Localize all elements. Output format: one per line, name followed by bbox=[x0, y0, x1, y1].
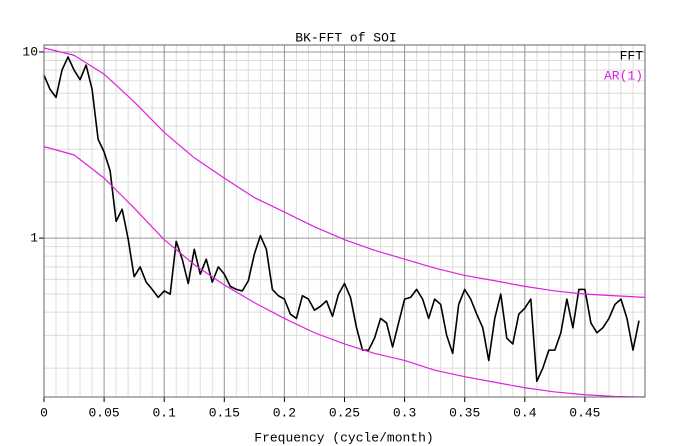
x-tick-label: 0.2 bbox=[273, 405, 296, 420]
grid bbox=[39, 45, 646, 402]
x-tick-label: 0.1 bbox=[152, 405, 176, 420]
x-tick-label: 0.45 bbox=[569, 405, 600, 420]
data-line bbox=[43, 56, 640, 383]
x-tick-label: 0.25 bbox=[329, 405, 360, 420]
y-tick-label: 10 bbox=[22, 44, 38, 59]
x-tick-label: 0.4 bbox=[513, 405, 537, 420]
x-tick-label: 0.35 bbox=[449, 405, 480, 420]
legend-entry: AR(1) bbox=[604, 68, 643, 83]
data-line bbox=[43, 146, 646, 398]
chart-title: BK-FFT of SOI bbox=[295, 30, 396, 45]
legend-entry: FFT bbox=[620, 48, 644, 63]
x-axis-label: Frequency (cycle/month) bbox=[254, 430, 433, 445]
x-tick-label: 0.15 bbox=[209, 405, 240, 420]
plot-frame bbox=[43, 44, 646, 398]
plot bbox=[43, 47, 646, 398]
x-tick-label: 0.05 bbox=[88, 405, 119, 420]
x-tick-label: 0.3 bbox=[393, 405, 416, 420]
data-line bbox=[43, 47, 646, 299]
x-tick-label: 0 bbox=[40, 405, 48, 420]
y-tick-label: 1 bbox=[30, 231, 38, 246]
